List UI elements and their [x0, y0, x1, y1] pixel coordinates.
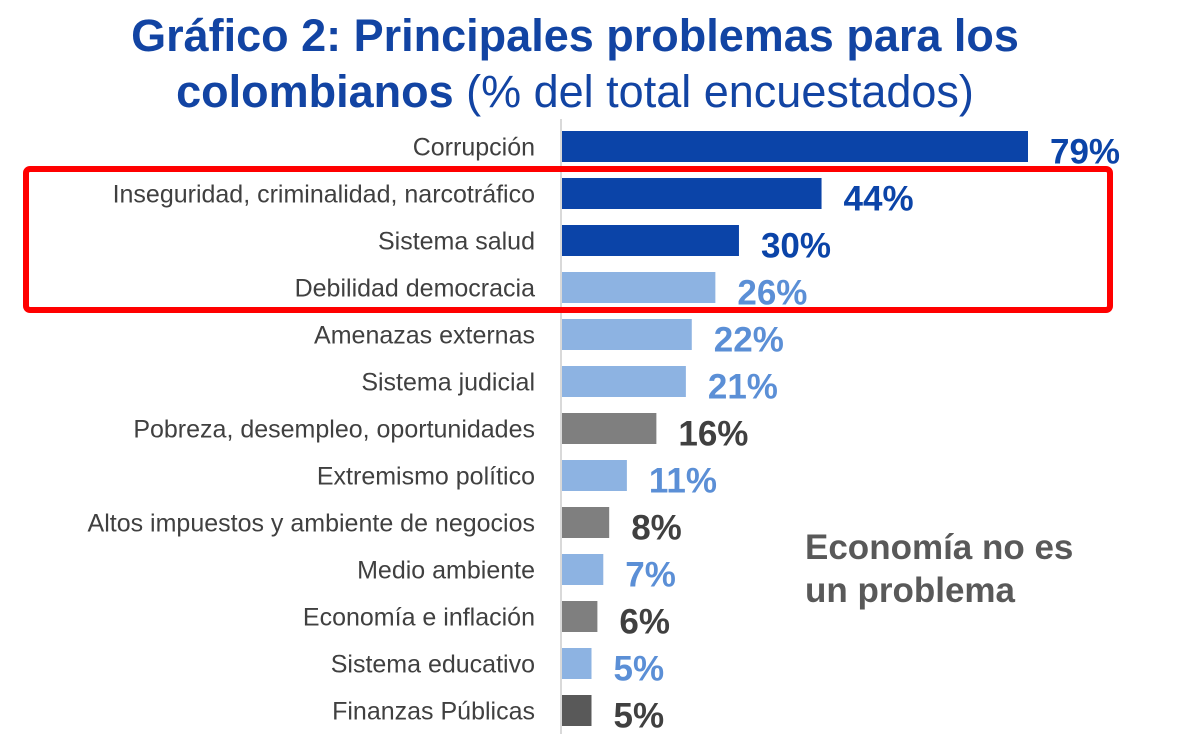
value-label: 30% — [761, 227, 831, 266]
bar — [562, 695, 592, 726]
category-label: Amenazas externas — [314, 322, 535, 350]
category-label: Pobreza, desempleo, oportunidades — [133, 416, 535, 444]
economy-annotation: Economía no es un problema — [805, 526, 1165, 612]
annotation-line-2: un problema — [805, 571, 1016, 610]
category-label: Sistema salud — [378, 228, 535, 256]
bar — [562, 319, 692, 350]
chart-title-line-2: colombianos (% del total encuestados) — [0, 64, 1150, 120]
chart-title-unit-part: (% del total encuestados) — [453, 66, 974, 117]
value-label: 7% — [625, 556, 676, 595]
category-label: Medio ambiente — [357, 557, 535, 585]
bar — [562, 272, 716, 303]
category-label: Sistema educativo — [331, 651, 535, 679]
bar — [562, 648, 592, 679]
bar — [562, 413, 657, 444]
bar — [562, 460, 627, 491]
category-label: Sistema judicial — [361, 369, 535, 397]
value-label: 5% — [613, 650, 664, 689]
category-label: Altos impuestos y ambiente de negocios — [88, 510, 535, 538]
value-label: 6% — [619, 603, 670, 642]
value-label: 21% — [708, 368, 778, 407]
bar — [562, 131, 1028, 162]
value-label: 5% — [613, 697, 664, 736]
category-label: Debilidad democracia — [295, 275, 536, 303]
category-label: Inseguridad, criminalidad, narcotráfico — [113, 181, 535, 209]
category-label: Finanzas Públicas — [332, 698, 535, 726]
bar — [562, 225, 739, 256]
bar — [562, 507, 610, 538]
category-label: Extremismo político — [317, 463, 535, 491]
value-label: 8% — [631, 509, 682, 548]
bar — [562, 601, 598, 632]
bar — [562, 366, 686, 397]
value-label: 26% — [737, 274, 807, 313]
annotation-line-1: Economía no es — [805, 528, 1074, 567]
bar — [562, 554, 604, 585]
highlight-box — [23, 166, 1113, 313]
value-label: 11% — [649, 462, 717, 501]
value-label: 79% — [1050, 133, 1120, 172]
category-label: Corrupción — [413, 134, 535, 162]
chart-title-bold-part: colombianos — [176, 66, 454, 117]
category-label: Economía e inflación — [303, 604, 535, 632]
value-label: 16% — [678, 415, 748, 454]
value-label: 44% — [844, 180, 914, 219]
chart-title-line-1: Gráfico 2: Principales problemas para lo… — [131, 10, 1019, 61]
value-label: 22% — [714, 321, 784, 360]
bar — [562, 178, 822, 209]
